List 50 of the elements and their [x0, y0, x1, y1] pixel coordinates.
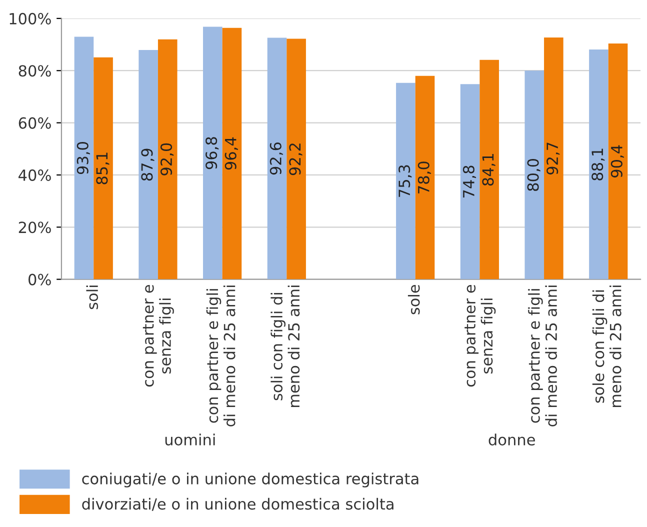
data-label: 87,9 [141, 148, 154, 181]
data-label: 92,0 [160, 143, 174, 176]
x-tick-label: con partner e senza figli [142, 284, 174, 387]
data-label: 92,7 [546, 142, 560, 174]
bar [158, 39, 178, 280]
x-tick-label: soli con figli di meno di 25 anni [270, 286, 300, 408]
y-tick-label: 60% [18, 117, 51, 129]
text: donne [488, 434, 535, 446]
bar [286, 38, 306, 280]
data-label: 90,4 [610, 145, 624, 178]
x-tick-label: sole [408, 284, 420, 314]
y-tick-label: 100% [10, 12, 51, 24]
x-tick-label: con partner e figli di meno di 25 anni [528, 286, 558, 426]
data-label: 78,0 [418, 162, 431, 194]
y-tick-label: 40% [18, 169, 51, 181]
y-tick-label: 0% [28, 274, 51, 286]
bar [415, 76, 435, 280]
data-label: 75,3 [398, 165, 412, 197]
bar [396, 82, 416, 280]
data-label: 93,0 [76, 142, 90, 174]
x-tick-label: con partner e figli di meno di 25 anni [206, 286, 236, 426]
y-tick-label: 80% [18, 65, 51, 77]
bar [138, 50, 158, 280]
bar [608, 43, 628, 280]
text: uomini [165, 434, 215, 446]
bar [74, 36, 94, 280]
bar [94, 57, 113, 280]
legend-label: divorziati/e o in unione domestica sciolta [82, 498, 394, 511]
x-tick-label: soli [86, 286, 98, 310]
data-label: 88,1 [592, 148, 605, 180]
bar [267, 38, 287, 280]
data-label: 96,4 [224, 137, 238, 170]
data-label: 80,0 [527, 158, 540, 191]
legend-label: coniugati/e o in unione domestica registrata [82, 472, 418, 488]
y-tick-label: 20% [18, 222, 51, 234]
x-tick-label: sole con figli di meno di 25 anni [592, 286, 622, 408]
bar [222, 28, 242, 280]
bar [203, 26, 222, 280]
bar [480, 60, 499, 280]
data-label: 85,1 [96, 152, 110, 184]
bar [544, 37, 564, 280]
data-label: 96,8 [206, 137, 219, 170]
x-tick-label: con partner e senza figli [464, 284, 496, 387]
bar [524, 70, 544, 280]
data-label: 92,6 [270, 142, 283, 175]
bar [460, 84, 480, 280]
bar [589, 49, 608, 280]
data-label: 92,2 [289, 144, 302, 176]
data-label: 74,8 [462, 166, 476, 198]
data-label: 84,1 [482, 154, 496, 186]
